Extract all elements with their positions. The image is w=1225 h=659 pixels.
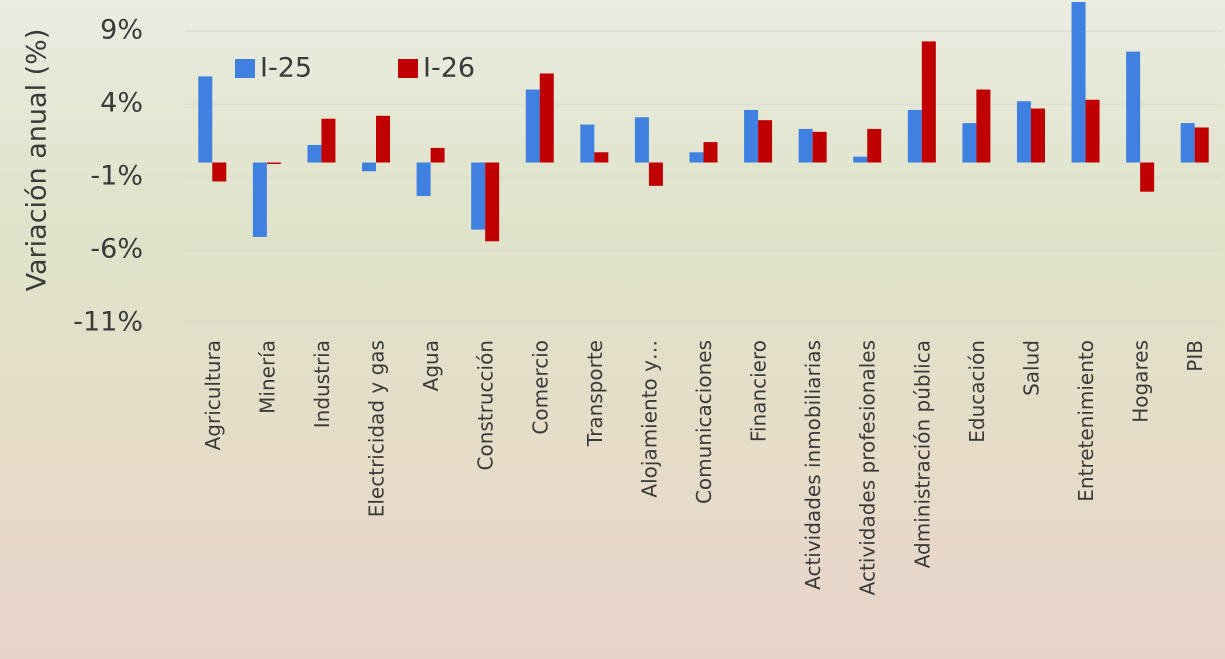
chart: Variación anual (%) 9% 4% -1% -6% -11% Agricu… — [0, 0, 1225, 659]
x-tick-label: Hogares — [1129, 340, 1153, 423]
y-tick-label: -6% — [90, 234, 143, 265]
bar — [321, 119, 335, 163]
bar — [744, 110, 758, 163]
bar — [1031, 109, 1045, 163]
legend-swatch — [235, 59, 255, 78]
bar — [799, 129, 813, 163]
bar — [580, 125, 594, 163]
x-tick-label: PIB — [1183, 340, 1207, 372]
bar — [1017, 101, 1031, 162]
bar — [976, 90, 990, 163]
x-tick-label: Salud — [1019, 340, 1043, 396]
bar — [853, 157, 867, 163]
bar — [962, 123, 976, 162]
y-axis-title: Variación anual (%) — [22, 29, 53, 292]
bar — [362, 163, 376, 172]
bar — [212, 163, 226, 182]
x-tick-label: Comunicaciones — [692, 340, 716, 504]
bar — [1140, 163, 1154, 192]
bar — [635, 117, 649, 162]
bar — [649, 163, 663, 186]
bar — [1086, 100, 1100, 163]
bar — [867, 129, 881, 163]
bar — [1126, 52, 1140, 163]
legend-label: I-26 — [423, 53, 475, 84]
background — [0, 0, 1225, 659]
bar — [267, 163, 281, 164]
bar — [594, 152, 608, 162]
x-tick-label: Transporte — [583, 340, 607, 447]
y-tick-label: 9% — [100, 15, 143, 46]
bar — [690, 152, 704, 162]
x-tick-label: Financiero — [747, 340, 771, 442]
bar — [758, 120, 772, 162]
x-tick-label: Educación — [965, 340, 989, 443]
x-tick-label: Electricidad y gas — [365, 340, 389, 517]
bar — [307, 145, 321, 163]
bar — [198, 76, 212, 162]
bar — [1195, 127, 1209, 162]
x-tick-label: Minería — [255, 340, 279, 414]
x-tick-label: Administración pública — [910, 340, 934, 568]
x-tick-label: Comercio — [528, 340, 552, 435]
y-tick-label: 4% — [100, 88, 143, 119]
bar — [376, 116, 390, 163]
x-tick-label: Industria — [310, 340, 334, 428]
bar — [485, 163, 499, 242]
bar — [1181, 123, 1195, 162]
x-tick-label: Actividades profesionales — [856, 340, 880, 595]
bar — [908, 110, 922, 163]
x-tick-label: Agua — [419, 340, 443, 391]
bar — [922, 41, 936, 162]
y-tick-label: -11% — [73, 307, 143, 338]
page: Variación anual (%) 9% 4% -1% -6% -11% Agricu… — [0, 0, 1225, 659]
bar — [1072, 2, 1086, 163]
bar — [526, 90, 540, 163]
bar — [253, 163, 267, 237]
y-tick-label: -1% — [90, 161, 143, 192]
bar — [471, 163, 485, 230]
x-tick-label: Agricultura — [201, 340, 225, 450]
bar — [417, 163, 431, 197]
legend-swatch — [398, 59, 418, 78]
x-tick-label: Entretenimiento — [1074, 340, 1098, 502]
x-tick-label: Construcción — [474, 340, 498, 471]
bar — [431, 148, 445, 163]
x-tick-label: Alojamiento y… — [637, 340, 661, 498]
bar — [540, 73, 554, 162]
bar — [813, 132, 827, 163]
x-tick-label: Actividades inmobiliarias — [801, 340, 825, 590]
bar — [704, 142, 718, 162]
legend-label: I-25 — [260, 53, 312, 84]
